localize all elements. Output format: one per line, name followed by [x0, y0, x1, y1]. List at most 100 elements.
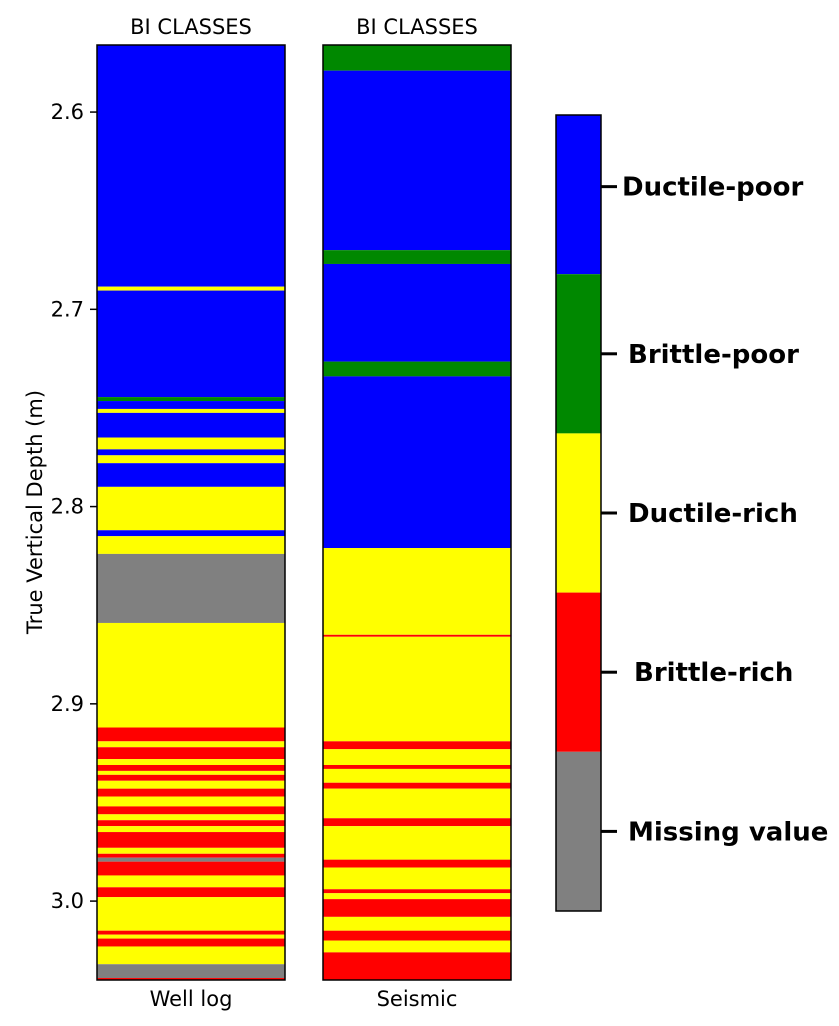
legend-swatch-ductile-rich — [556, 433, 601, 593]
legend-label-brittle-poor: Brittle-poor — [628, 340, 799, 370]
track-well-log-title: BI CLASSES — [130, 15, 252, 39]
track-well-log-interval-missing — [97, 553, 285, 623]
track-seismic-interval-ductile-rich — [323, 636, 511, 742]
track-seismic-interval-brittle-rich — [323, 818, 511, 827]
track-well-log-interval-ductile-rich — [97, 826, 285, 833]
track-well-log-interval-ductile-rich — [97, 897, 285, 931]
track-seismic-title: BI CLASSES — [356, 15, 478, 39]
track-seismic-interval-ductile-rich — [323, 867, 511, 890]
track-well-log-interval-brittle-rich — [97, 727, 285, 742]
track-seismic: BI CLASSES Seismic — [322, 15, 512, 1011]
track-well-log-interval-brittle-rich — [97, 806, 285, 815]
track-seismic-interval-ductile-rich — [323, 916, 511, 931]
track-well-log-interval-ductile-rich — [97, 814, 285, 821]
track-well-log-intervals — [97, 45, 285, 980]
legend-swatch-missing — [556, 751, 601, 911]
track-well-log-interval-brittle-rich — [97, 764, 285, 771]
track-seismic-interval-ductile-rich — [323, 826, 511, 860]
track-seismic-interval-brittle-rich — [323, 930, 511, 941]
track-seismic-interval-brittle-poor — [323, 361, 511, 377]
track-well-log-interval-brittle-rich — [97, 832, 285, 848]
track-seismic-interval-ductile-poor — [323, 376, 511, 548]
y-axis-ticks: 2.6 2.7 2.8 2.9 3.0 — [51, 100, 97, 913]
track-seismic-intervals — [323, 45, 511, 980]
legend-label-ductile-rich: Ductile-rich — [628, 499, 798, 529]
track-well-log-xlabel: Well log — [150, 987, 233, 1011]
track-seismic-interval-brittle-rich — [323, 899, 511, 917]
track-well-log-interval-brittle-rich — [97, 978, 285, 980]
track-well-log-interval-brittle-rich — [97, 747, 285, 760]
track-seismic-interval-ductile-rich — [323, 788, 511, 819]
track-well-log-interval-ductile-rich — [97, 486, 285, 531]
track-well-log-interval-ductile-rich — [97, 946, 285, 965]
legend-swatch-brittle-poor — [556, 274, 601, 434]
track-well-log-interval-brittle-rich — [97, 938, 285, 947]
track-well-log-interval-ductile-rich — [97, 847, 285, 854]
track-seismic-interval-brittle-rich — [323, 859, 511, 868]
track-seismic-interval-ductile-rich — [323, 768, 511, 783]
legend-swatch-brittle-rich — [556, 592, 601, 752]
track-seismic-interval-ductile-rich — [323, 940, 511, 953]
y-tick-label: 2.9 — [51, 692, 84, 716]
track-seismic-interval-brittle-rich — [323, 741, 511, 750]
track-well-log-interval-brittle-rich — [97, 820, 285, 827]
track-well-log-interval-ductile-rich — [97, 934, 285, 939]
class-legend: Ductile-poor Brittle-poor Ductile-rich Brit… — [555, 114, 828, 912]
track-well-log-interval-brittle-rich — [97, 861, 285, 876]
track-seismic-xlabel: Seismic — [377, 987, 458, 1011]
track-well-log-interval-brittle-rich — [97, 788, 285, 797]
track-seismic-interval-brittle-rich — [323, 889, 511, 894]
track-seismic-interval-brittle-rich — [323, 634, 511, 637]
track-seismic-interval-brittle-poor — [323, 250, 511, 264]
track-well-log-interval-ductile-rich — [97, 455, 285, 464]
track-well-log-interval-brittle-rich — [97, 774, 285, 781]
track-seismic-interval-ductile-poor — [323, 263, 511, 362]
legend-label-ductile-poor: Ductile-poor — [622, 173, 804, 203]
track-well-log-interval-ductile-rich — [97, 770, 285, 775]
track-well-log-interval-brittle-rich — [97, 930, 285, 935]
track-well-log-interval-missing — [97, 964, 285, 979]
track-seismic-interval-ductile-rich — [323, 548, 511, 635]
track-well-log-interval-brittle-poor — [97, 397, 285, 402]
y-tick-label: 2.7 — [51, 297, 84, 321]
track-seismic-interval-brittle-rich — [323, 952, 511, 980]
track-well-log: BI CLASSES Well log — [96, 15, 286, 1011]
track-well-log-interval-ductile-poor — [97, 412, 285, 438]
track-seismic-interval-brittle-poor — [323, 45, 511, 71]
legend-frame — [555, 114, 602, 912]
track-well-log-interval-ductile-poor — [97, 45, 285, 287]
track-well-log-interval-brittle-rich — [97, 853, 285, 858]
track-well-log-interval-ductile-rich — [97, 437, 285, 450]
track-well-log-interval-ductile-poor — [97, 449, 285, 456]
y-tick-label: 2.6 — [51, 100, 84, 124]
legend-label-missing: Missing value — [628, 817, 828, 847]
track-seismic-interval-ductile-rich — [323, 749, 511, 765]
track-well-log-interval-ductile-rich — [97, 536, 285, 554]
track-well-log-interval-ductile-rich — [97, 622, 285, 728]
track-well-log-interval-ductile-rich — [97, 408, 285, 413]
track-seismic-interval-brittle-rich — [323, 782, 511, 789]
track-well-log-interval-ductile-poor — [97, 530, 285, 537]
track-seismic-interval-ductile-rich — [323, 893, 511, 900]
track-well-log-interval-ductile-rich — [97, 286, 285, 291]
track-seismic-interval-brittle-rich — [323, 764, 511, 769]
legend-label-brittle-rich: Brittle-rich — [634, 658, 793, 688]
track-seismic-interval-ductile-poor — [323, 70, 511, 251]
track-well-log-interval-ductile-rich — [97, 741, 285, 748]
y-axis-label: True Vertical Depth (m) — [23, 390, 47, 635]
track-seismic-frame — [322, 44, 512, 981]
track-well-log-interval-ductile-poor — [97, 401, 285, 409]
track-well-log-interval-ductile-poor — [97, 290, 285, 398]
track-well-log-interval-ductile-rich — [97, 780, 285, 789]
track-well-log-interval-missing — [97, 857, 285, 862]
track-well-log-interval-ductile-rich — [97, 759, 285, 765]
track-well-log-interval-ductile-rich — [97, 796, 285, 807]
y-tick-label: 2.8 — [51, 495, 84, 519]
track-well-log-interval-brittle-rich — [97, 887, 285, 898]
legend-swatch-ductile-poor — [556, 115, 601, 275]
track-well-log-interval-ductile-poor — [97, 463, 285, 487]
track-well-log-frame — [96, 44, 286, 981]
y-tick-label: 3.0 — [51, 889, 84, 913]
track-well-log-interval-ductile-rich — [97, 875, 285, 888]
